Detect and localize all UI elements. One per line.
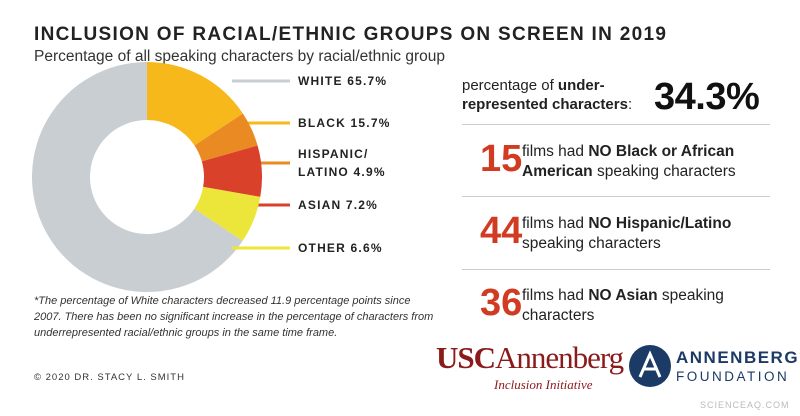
row-text-a: films had [522, 143, 589, 160]
row-text-c: speaking characters [522, 287, 724, 324]
slice-label: WHITE 65.7% [298, 72, 438, 90]
stat-number: 34.3% [654, 76, 760, 118]
row-text-c: speaking characters [522, 235, 661, 252]
row-number: 36 [480, 282, 523, 324]
watermark: SCIENCEAQ.COM [700, 400, 790, 410]
copyright: © 2020 DR. STACY L. SMITH [34, 372, 185, 383]
slice [194, 113, 258, 162]
stat-text-b: under-represented characters [462, 77, 628, 113]
row-text-a: films had [522, 287, 589, 304]
value-label: 15.7% [350, 116, 391, 130]
row-text-b: NO Black or African American [522, 143, 735, 180]
slice [201, 145, 262, 197]
category-label: HISPANIC/ LATINO [298, 147, 369, 179]
row-number: 44 [480, 210, 523, 252]
value-label: 7.2% [345, 198, 379, 212]
slice [31, 62, 243, 292]
divider [462, 124, 770, 125]
stat-row: 36 films had NO Asian speaking characters [462, 282, 772, 354]
slice-label: HISPANIC/ LATINO 4.9% [298, 145, 398, 181]
title: INCLUSION OF RACIAL/ETHNIC GROUPS ON SCR… [34, 24, 668, 45]
divider [462, 196, 770, 197]
usc-logo: USCAnnenberg [436, 340, 624, 376]
value-label: 4.9% [353, 165, 386, 179]
stat-row: 44 films had NO Hispanic/Latino speaking … [462, 210, 772, 282]
subtitle: Percentage of all speaking characters by… [34, 48, 445, 65]
slice-label: ASIAN 7.2% [298, 196, 438, 214]
stat-text-c: : [627, 96, 633, 113]
category-label: BLACK [298, 116, 346, 130]
slice-label: OTHER 6.6% [298, 239, 438, 257]
foundation-icon [629, 345, 671, 387]
row-text-c: speaking characters [592, 163, 736, 180]
category-label: ASIAN [298, 198, 342, 212]
stat-text-a: percentage of [462, 77, 558, 94]
category-label: WHITE [298, 74, 343, 88]
logo-foundation-2: FOUNDATION [676, 369, 790, 384]
row-text-b: NO Hispanic/Latino [588, 215, 732, 232]
logo-foundation-1: ANNENBERG [676, 348, 800, 367]
slice [147, 62, 243, 146]
slice-label: BLACK 15.7% [298, 114, 438, 132]
value-label: 6.6% [350, 241, 383, 255]
stat-row: 15 films had NO Black or African American… [462, 138, 772, 210]
donut-chart [31, 62, 290, 292]
logo-usc: USC [436, 340, 496, 375]
row-text: films had NO Black or African American s… [522, 142, 772, 182]
slice [194, 186, 261, 241]
row-text-b: NO Asian [588, 287, 658, 304]
logo-annenberg: Annenberg [495, 340, 624, 375]
divider [462, 269, 770, 270]
category-label: OTHER [298, 241, 346, 255]
stat-text: percentage of under-represented characte… [462, 76, 642, 114]
value-label: 65.7% [347, 74, 388, 88]
logo-sub: Inclusion Initiative [494, 377, 593, 392]
row-text: films had NO Asian speaking characters [522, 286, 772, 326]
row-text: films had NO Hispanic/Latino speaking ch… [522, 214, 772, 254]
row-number: 15 [480, 138, 523, 180]
row-text-a: films had [522, 215, 589, 232]
footnote: *The percentage of White characters decr… [34, 295, 434, 339]
